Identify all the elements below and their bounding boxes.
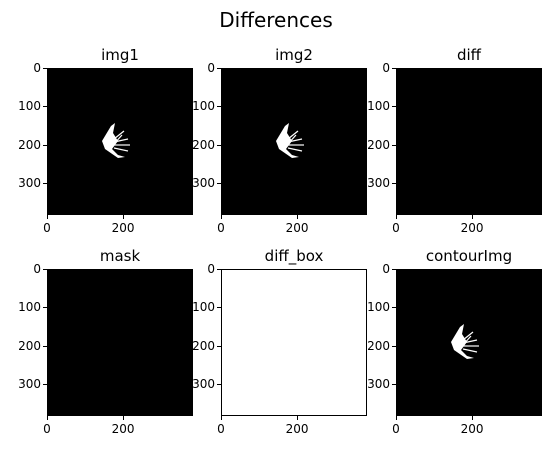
subplot-title-4: diff_box — [264, 247, 324, 265]
y-tick-mark — [43, 182, 47, 184]
x-tick-label: 200 — [285, 422, 309, 436]
y-tick-label: 100 — [192, 99, 215, 114]
x-tick-label: 0 — [43, 221, 51, 235]
subplot-title-2: diff — [456, 46, 482, 64]
y-tick-mark — [392, 68, 396, 69]
object-shape-5 — [451, 324, 479, 359]
x-tick-mark — [297, 215, 299, 219]
y-tick-mark — [392, 106, 396, 108]
x-tick-label: 0 — [392, 422, 400, 436]
x-tick-label: 200 — [111, 422, 135, 436]
x-tick-mark — [47, 416, 48, 420]
x-tick-mark — [297, 416, 299, 420]
x-tick-label: 0 — [217, 422, 225, 436]
y-tick-label: 0 — [382, 262, 390, 276]
y-tick-label: 0 — [33, 262, 41, 276]
y-tick-label: 200 — [18, 338, 41, 353]
y-tick-label: 100 — [192, 300, 215, 315]
x-tick-label: 200 — [285, 221, 309, 235]
y-tick-mark — [43, 345, 47, 347]
y-tick-mark — [43, 383, 47, 385]
y-tick-mark — [43, 68, 47, 69]
y-tick-label: 300 — [18, 175, 41, 190]
image-panel-4 — [221, 269, 367, 416]
y-tick-mark — [392, 269, 396, 270]
figure-title: Differences — [219, 8, 333, 32]
y-tick-label: 300 — [367, 175, 390, 190]
x-tick-label: 200 — [460, 221, 484, 235]
subplot-title-1: img2 — [275, 46, 313, 64]
x-tick-label: 0 — [392, 221, 400, 235]
y-tick-label: 0 — [33, 61, 41, 75]
y-tick-mark — [43, 307, 47, 309]
y-tick-mark — [217, 106, 221, 108]
y-tick-label: 300 — [192, 376, 215, 391]
y-tick-mark — [217, 68, 221, 69]
y-tick-mark — [392, 182, 396, 184]
y-tick-mark — [217, 345, 221, 347]
y-tick-label: 200 — [192, 338, 215, 353]
x-tick-mark — [472, 416, 474, 420]
y-tick-label: 100 — [18, 99, 41, 114]
y-tick-label: 200 — [192, 137, 215, 152]
x-tick-mark — [47, 215, 48, 219]
y-tick-label: 300 — [18, 376, 41, 391]
y-tick-mark — [43, 269, 47, 270]
x-tick-label: 0 — [43, 422, 51, 436]
y-tick-label: 0 — [207, 262, 215, 276]
y-tick-mark — [392, 144, 396, 146]
y-tick-mark — [43, 106, 47, 108]
y-tick-label: 100 — [18, 300, 41, 315]
x-tick-label: 200 — [460, 422, 484, 436]
object-shape-1 — [276, 123, 304, 158]
y-tick-mark — [217, 144, 221, 146]
y-tick-label: 200 — [18, 137, 41, 152]
y-tick-label: 0 — [382, 61, 390, 75]
y-tick-label: 300 — [192, 175, 215, 190]
subplot-title-5: contourImg — [425, 247, 513, 265]
x-tick-mark — [396, 215, 397, 219]
y-tick-mark — [217, 182, 221, 184]
x-tick-label: 0 — [217, 221, 225, 235]
y-tick-mark — [392, 345, 396, 347]
x-tick-mark — [396, 416, 397, 420]
x-tick-mark — [221, 215, 222, 219]
y-tick-mark — [392, 307, 396, 309]
x-tick-mark — [123, 416, 125, 420]
y-tick-label: 100 — [367, 300, 390, 315]
image-panel-1 — [221, 68, 367, 215]
y-tick-label: 0 — [207, 61, 215, 75]
y-tick-label: 100 — [367, 99, 390, 114]
subplot-title-0: img1 — [101, 46, 139, 64]
y-tick-mark — [217, 269, 221, 270]
image-panel-2 — [396, 68, 542, 215]
image-panel-0 — [47, 68, 193, 215]
subplot-title-3: mask — [99, 247, 141, 265]
y-tick-mark — [43, 144, 47, 146]
image-panel-5 — [396, 269, 542, 416]
y-tick-label: 200 — [367, 137, 390, 152]
object-shape-0 — [102, 123, 130, 158]
y-tick-mark — [217, 383, 221, 385]
y-tick-label: 200 — [367, 338, 390, 353]
y-tick-label: 300 — [367, 376, 390, 391]
image-panel-3 — [47, 269, 193, 416]
y-tick-mark — [392, 383, 396, 385]
x-tick-mark — [472, 215, 474, 219]
x-tick-mark — [123, 215, 125, 219]
x-tick-label: 200 — [111, 221, 135, 235]
x-tick-mark — [221, 416, 222, 420]
y-tick-mark — [217, 307, 221, 309]
